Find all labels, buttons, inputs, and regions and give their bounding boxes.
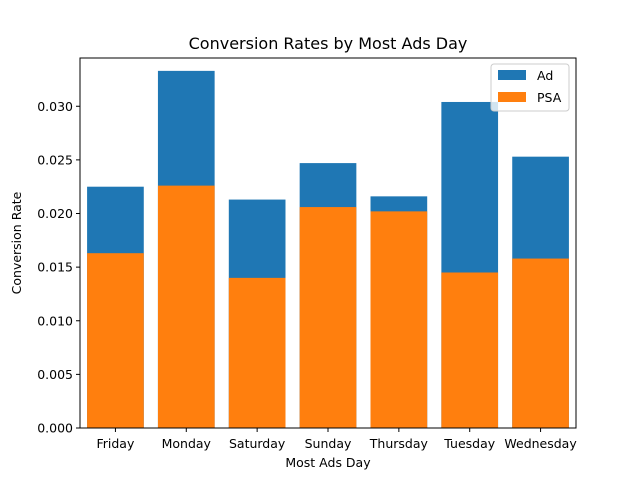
bars-group: [87, 70, 569, 429]
bar-psa-friday: [87, 253, 144, 428]
y-tick-label-1: 0.005: [37, 367, 73, 382]
x-tick-label-wednesday: Wednesday: [504, 436, 577, 451]
legend-label-ad: Ad: [537, 68, 553, 83]
y-tick-label-0: 0.000: [37, 421, 73, 436]
legend: Ad PSA: [490, 63, 570, 112]
y-tick-label-3: 0.015: [37, 260, 73, 275]
bar-psa-wednesday: [512, 258, 569, 428]
x-tick-label-tuesday: Tuesday: [443, 436, 495, 451]
x-tick-label-friday: Friday: [96, 436, 134, 451]
y-axis: 0.000 0.005 0.010 0.015 0.020 0.025 0.030: [37, 99, 80, 436]
y-tick-label-2: 0.010: [37, 313, 73, 328]
y-axis-label: Conversion Rate: [9, 191, 24, 294]
legend-swatch-psa: [498, 92, 526, 102]
x-axis: Friday Monday Saturday Sunday Thursday Tuesda…: [96, 428, 577, 451]
x-tick-label-saturday: Saturday: [229, 436, 286, 451]
bar-psa-sunday: [299, 207, 357, 428]
bar-psa-tuesday: [441, 272, 499, 428]
legend-swatch-ad: [498, 70, 526, 80]
plot-frame: [79, 57, 577, 429]
y-tick-label-5: 0.025: [37, 152, 73, 167]
y-tick-label-6: 0.030: [37, 99, 73, 114]
bar-psa-monday: [157, 185, 215, 428]
legend-label-psa: PSA: [537, 90, 562, 105]
x-tick-label-monday: Monday: [162, 436, 212, 451]
y-tick-label-4: 0.020: [37, 206, 73, 221]
x-axis-label: Most Ads Day: [285, 455, 371, 470]
x-tick-label-thursday: Thursday: [369, 436, 429, 451]
bar-psa-saturday: [228, 277, 286, 428]
chart-title: Conversion Rates by Most Ads Day: [189, 34, 468, 53]
bar-psa-thursday: [370, 211, 428, 428]
x-tick-label-sunday: Sunday: [305, 436, 352, 451]
